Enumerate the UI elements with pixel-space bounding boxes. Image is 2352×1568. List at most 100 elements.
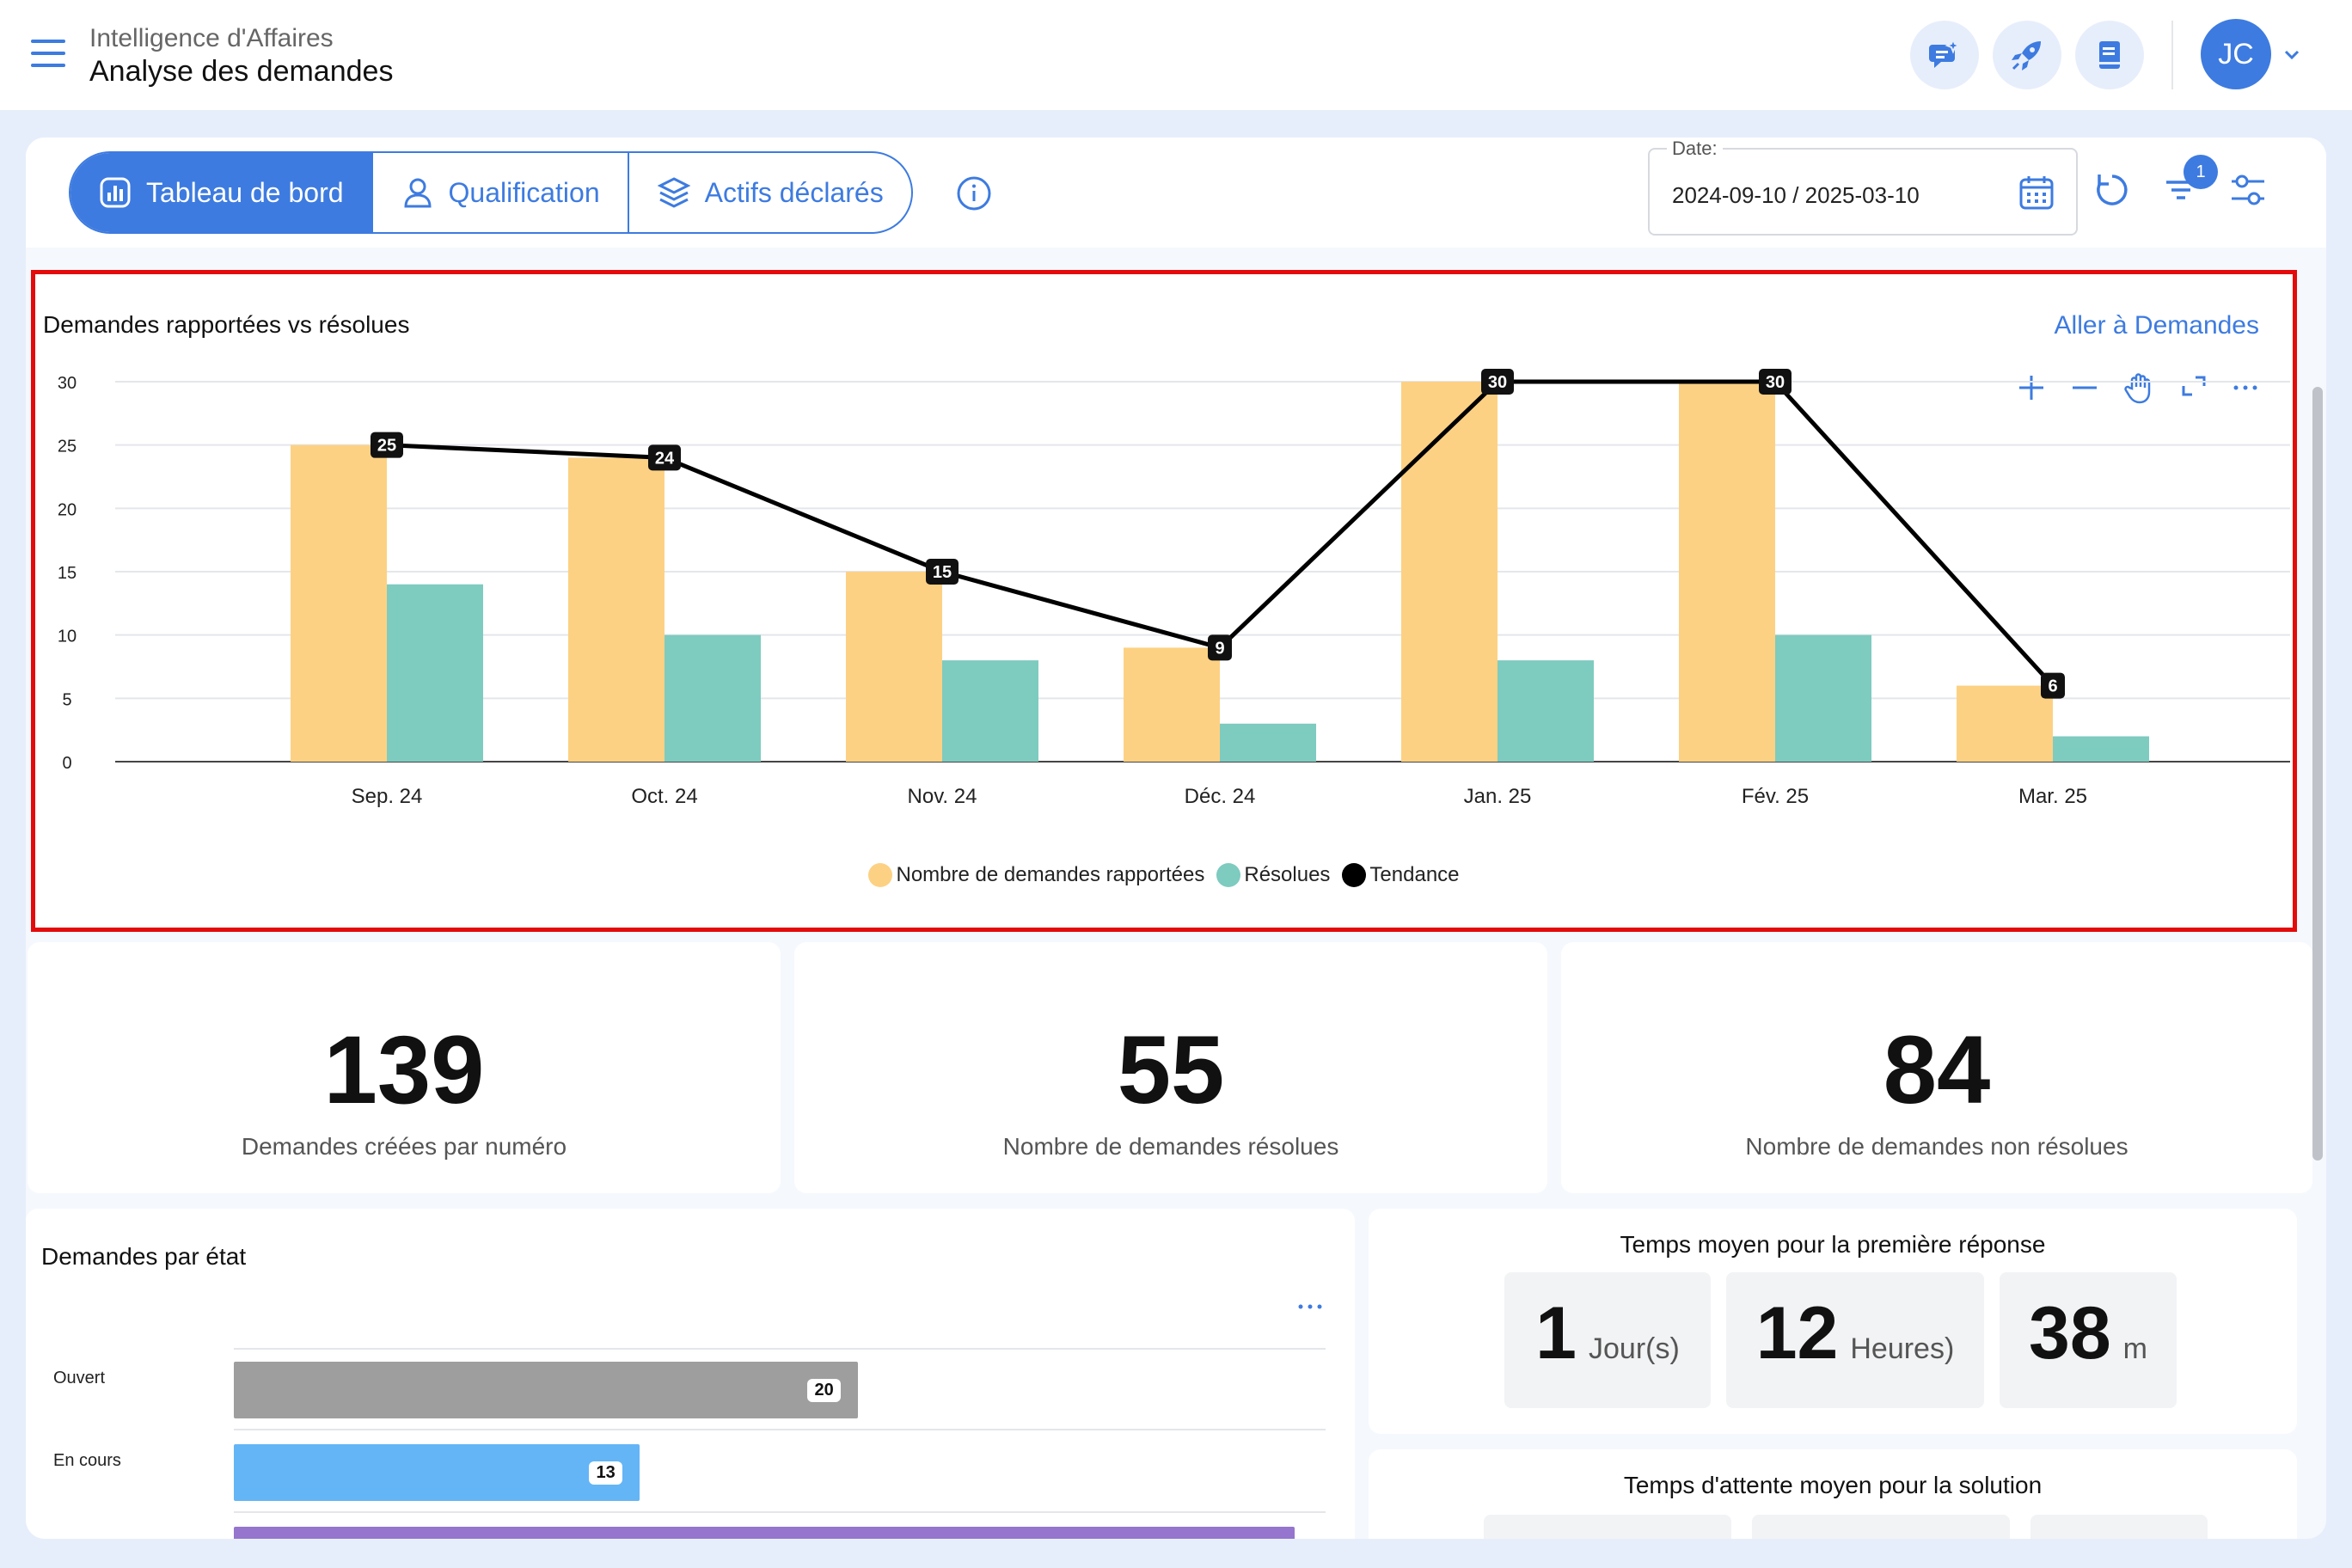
- chat-ai-button[interactable]: [1910, 21, 1979, 89]
- fullscreen-icon[interactable]: [2180, 374, 2208, 401]
- first-response-card: Temps moyen pour la première réponse 1 J…: [1369, 1209, 2297, 1434]
- legend-item-reported[interactable]: Nombre de demandes rapportées: [868, 863, 1204, 887]
- time-box: [1484, 1515, 1731, 1539]
- time-days-value: 1: [1535, 1292, 1577, 1375]
- reported-vs-resolved-card: Demandes rapportées vs résolues Aller à …: [31, 270, 2297, 932]
- date-range-field[interactable]: Date: 2024-09-10 / 2025-03-10: [1648, 138, 2078, 236]
- kpi-card-unresolved: 84 Nombre de demandes non résolues: [1561, 942, 2312, 1193]
- chart-legend: Nombre de demandes rapportées Résolues T…: [31, 863, 2297, 887]
- y-tick-label: 5: [62, 690, 71, 709]
- app-subtitle: Intelligence d'Affaires: [89, 24, 334, 52]
- kpi-card-created: 139 Demandes créées par numéro: [28, 942, 781, 1193]
- tab-declared-assets-label: Actifs déclarés: [704, 176, 884, 208]
- launch-button[interactable]: [1993, 21, 2061, 89]
- bar-reported[interactable]: [1957, 685, 2053, 762]
- time-hours: 12 Heures): [1726, 1272, 1984, 1408]
- go-to-requests-link[interactable]: Aller à Demandes: [2054, 311, 2259, 340]
- state-card-title: Demandes par état: [41, 1243, 247, 1270]
- date-range-value: 2024-09-10 / 2025-03-10: [1672, 182, 1920, 208]
- x-tick-label: Nov. 24: [908, 785, 977, 808]
- chart-toolbar: [2017, 371, 2259, 404]
- time-hours-unit: Heures): [1850, 1332, 1955, 1365]
- menu-icon[interactable]: [31, 40, 65, 67]
- legend-label: Résolues: [1244, 863, 1331, 886]
- bar-resolved[interactable]: [1775, 634, 1871, 762]
- kpi-label: Nombre de demandes non résolues: [1745, 1133, 2128, 1160]
- legend-item-trend[interactable]: Tendance: [1342, 863, 1460, 887]
- bar-reported[interactable]: [568, 457, 665, 762]
- user-avatar[interactable]: JC: [2201, 19, 2271, 89]
- bar-reported[interactable]: [846, 572, 942, 762]
- more-options-icon[interactable]: [2232, 374, 2259, 401]
- bar-resolved[interactable]: [1220, 723, 1316, 762]
- layers-icon: [657, 177, 690, 208]
- header-divider: [2171, 21, 2173, 89]
- chat-sparkle-icon: [1929, 38, 1962, 68]
- pan-hand-icon[interactable]: [2123, 371, 2156, 404]
- main-panel: Tableau de bord Qualification Actifs déc…: [26, 138, 2326, 1539]
- kpi-card-resolved: 55 Nombre de demandes résolues: [794, 942, 1547, 1193]
- zoom-in-icon[interactable]: [2017, 373, 2046, 402]
- x-tick-label: Fév. 25: [1742, 785, 1809, 808]
- calendar-icon[interactable]: [2018, 174, 2055, 211]
- date-range-label: Date:: [1667, 138, 1723, 160]
- y-tick-label: 30: [58, 374, 77, 393]
- x-tick-label: Déc. 24: [1185, 785, 1256, 808]
- state-bar-in-progress[interactable]: 13: [234, 1444, 640, 1501]
- bar-resolved[interactable]: [942, 660, 1038, 762]
- y-tick-label: 10: [58, 628, 77, 646]
- trend-point: [2041, 672, 2065, 699]
- tab-qualification[interactable]: Qualification: [373, 153, 629, 232]
- info-icon[interactable]: [956, 175, 992, 211]
- legend-label: Nombre de demandes rapportées: [896, 863, 1205, 886]
- user-icon: [404, 178, 432, 208]
- trend-point: [1208, 634, 1232, 661]
- solution-wait-title: Temps d'attente moyen pour la solution: [1623, 1472, 2043, 1498]
- chevron-down-icon[interactable]: [2282, 45, 2302, 65]
- rocket-icon: [2012, 41, 2041, 70]
- trend-point: [648, 444, 681, 471]
- y-tick-label: 0: [62, 754, 71, 773]
- bar-reported[interactable]: [1679, 382, 1775, 762]
- scrollbar-thumb[interactable]: [2312, 387, 2323, 1161]
- book-icon: [2099, 41, 2120, 69]
- state-label: En cours: [53, 1451, 121, 1470]
- bar-resolved[interactable]: [2053, 736, 2149, 762]
- state-bar-open[interactable]: 20: [234, 1362, 858, 1418]
- trend-data-label: 30: [1766, 373, 1785, 392]
- y-tick-label: 20: [58, 500, 77, 519]
- trend-point: [371, 432, 403, 458]
- trend-point: [1759, 369, 1792, 395]
- settings-sliders-icon[interactable]: [2228, 170, 2268, 210]
- time-box: [2030, 1515, 2208, 1539]
- tab-dashboard[interactable]: Tableau de bord: [70, 153, 373, 232]
- bar-reported[interactable]: [1401, 382, 1498, 762]
- bar-resolved[interactable]: [665, 634, 761, 762]
- legend-item-resolved[interactable]: Résolues: [1216, 863, 1330, 887]
- state-bar-other[interactable]: [234, 1527, 1295, 1539]
- time-days: 1 Jour(s): [1504, 1272, 1711, 1408]
- page-title: Analyse des demandes: [89, 55, 394, 88]
- tab-declared-assets[interactable]: Actifs déclarés: [629, 153, 911, 232]
- refresh-icon[interactable]: [2092, 170, 2132, 210]
- time-days-unit: Jour(s): [1589, 1332, 1680, 1365]
- bar-resolved[interactable]: [387, 584, 483, 762]
- x-tick-label: Sep. 24: [352, 785, 423, 808]
- filter-count-badge: 1: [2184, 155, 2218, 189]
- bar-reported[interactable]: [1124, 647, 1220, 762]
- top-header: Intelligence d'Affaires Analyse des dema…: [0, 0, 2352, 110]
- view-tabs: Tableau de bord Qualification Actifs déc…: [69, 151, 913, 234]
- zoom-out-icon[interactable]: [2070, 373, 2099, 402]
- legend-swatch: [1342, 863, 1367, 887]
- kpi-label: Nombre de demandes résolues: [1002, 1133, 1339, 1160]
- grid-line: [234, 1511, 1326, 1513]
- bar-reported[interactable]: [291, 444, 387, 762]
- trend-data-label: 24: [655, 449, 675, 468]
- bar-resolved[interactable]: [1498, 660, 1594, 762]
- time-hours-value: 12: [1755, 1292, 1839, 1375]
- more-options-icon[interactable]: [1296, 1300, 1324, 1314]
- trend-data-label: 30: [1488, 373, 1507, 392]
- kpi-label: Demandes créées par numéro: [241, 1133, 567, 1160]
- x-tick-label: Mar. 25: [2018, 785, 2087, 808]
- docs-button[interactable]: [2075, 21, 2144, 89]
